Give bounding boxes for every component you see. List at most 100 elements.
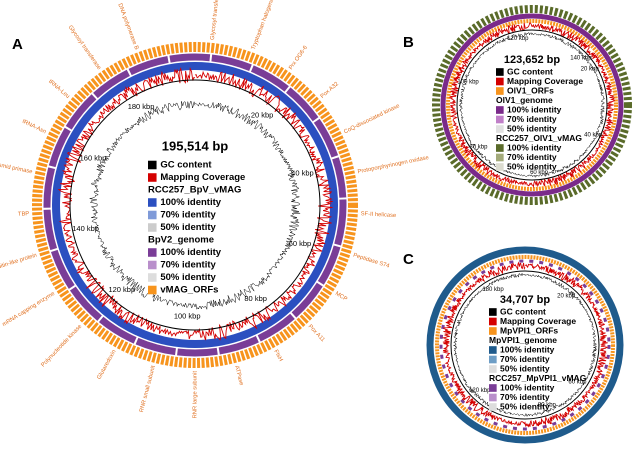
ring-track xyxy=(43,53,347,357)
ring-track xyxy=(426,246,624,444)
legend-label: 50% identity xyxy=(500,363,550,373)
tick-label: 180 kbp xyxy=(482,287,504,293)
gene-label: mRNA capping enzyme xyxy=(2,291,57,328)
legend-label: 100% identity xyxy=(507,104,562,114)
tick-label: 120 kbp xyxy=(108,285,135,294)
gene-label: RNR small subunit xyxy=(139,365,157,413)
tick-label: 160 kbp xyxy=(80,154,107,163)
legend-label: 100% identity xyxy=(160,197,221,208)
legend-heading: OlV1_genome xyxy=(496,95,553,105)
legend-label: GC content xyxy=(160,160,212,171)
legend-swatch xyxy=(496,144,504,152)
ring-track xyxy=(52,62,338,348)
legend-label: 50% identity xyxy=(507,161,557,171)
backbone xyxy=(450,270,600,420)
legend-heading: MpVPI1_genome xyxy=(489,335,557,345)
panel-label: A xyxy=(12,36,23,53)
legend-swatch xyxy=(496,87,504,95)
gene-label: DNA polymerase B xyxy=(116,3,139,51)
panel-label: B xyxy=(403,34,414,51)
legend-label: 70% identity xyxy=(160,260,216,271)
legend-swatch xyxy=(489,365,497,373)
legend-swatch xyxy=(148,273,157,282)
track xyxy=(458,31,606,179)
legend-swatch xyxy=(489,308,497,316)
legend-label: 70% identity xyxy=(500,392,550,402)
track xyxy=(448,22,615,189)
tick-label: 40 kbp xyxy=(584,132,603,138)
legend-swatch xyxy=(496,163,504,171)
tick-label: 180 kbp xyxy=(128,102,155,111)
tick-label: 140 kbp xyxy=(72,224,99,233)
tick-label: 60 kbp xyxy=(568,379,587,385)
legend-heading: RCC257_MpVPI1_vMAG xyxy=(489,373,587,383)
legend-heading: RCC257_OlV1_vMAG xyxy=(496,133,582,143)
gene-label: FtsH xyxy=(272,349,283,363)
tick-label: 100 kbp xyxy=(174,312,201,321)
legend-label: 70% identity xyxy=(507,114,557,124)
gene-label: Tryptophan halogenase xyxy=(251,0,278,51)
legend-label: 70% identity xyxy=(507,152,557,162)
ring-track xyxy=(439,259,611,431)
legend-label: Mapping Coverage xyxy=(500,316,576,326)
gene-label: Glycosyl transferase xyxy=(67,25,102,71)
gene-label: Polynucleotide kinase xyxy=(40,324,83,369)
legend-label: Mapping Coverage xyxy=(160,172,245,183)
backbone xyxy=(456,29,608,181)
gene-label: Phage plasmid primase xyxy=(0,157,33,175)
legend-label: MpVPI1_ORFs xyxy=(500,325,558,335)
ring-track xyxy=(440,13,624,197)
legend-label: 100% identity xyxy=(500,344,555,354)
legend-swatch xyxy=(496,125,504,133)
backbone xyxy=(69,79,321,331)
genome-size: 123,652 bp xyxy=(504,54,561,66)
tick-label: 20 kbp xyxy=(557,294,576,300)
legend-label: 50% identity xyxy=(160,222,216,233)
track xyxy=(89,100,301,310)
legend-heading: BpV2_genome xyxy=(148,235,214,246)
legend-swatch xyxy=(148,223,157,232)
tick-label: 60 kbp xyxy=(530,170,549,176)
legend-swatch xyxy=(489,403,497,411)
legend-label: 100% identity xyxy=(160,247,221,258)
gene-label: tRNA-Leu xyxy=(47,79,70,100)
genome-size: 195,514 bp xyxy=(162,138,229,153)
gene-label: TBP xyxy=(18,211,30,218)
legend-swatch xyxy=(489,327,497,335)
tick-label: 20 kbp xyxy=(581,67,600,73)
tick-label: 60 kbp xyxy=(289,239,312,248)
legend-swatch xyxy=(148,173,157,182)
legend-swatch xyxy=(496,106,504,114)
gene-label: Pox A11 xyxy=(307,324,326,343)
legend-label: 50% identity xyxy=(507,123,557,133)
ring-track xyxy=(32,42,358,368)
legend-swatch xyxy=(148,248,157,257)
legend-label: 50% identity xyxy=(160,272,216,283)
tick-label: 100 kbp xyxy=(457,79,479,85)
gene-label: Prx OG6-6 xyxy=(288,45,309,71)
gene-label: Peptidase S74 xyxy=(352,253,391,270)
legend-label: 100% identity xyxy=(507,142,562,152)
track xyxy=(452,272,598,417)
gene-label: CoQ-dissociated kinase xyxy=(343,103,401,135)
gene-label: SF-II helicase xyxy=(361,211,397,219)
legend-swatch xyxy=(489,346,497,354)
legend-swatch xyxy=(489,393,497,402)
tick-label: 40 kbp xyxy=(291,168,314,177)
legend-swatch xyxy=(148,260,157,270)
legend-swatch xyxy=(496,115,504,124)
gene-label: Glycosyl transferase xyxy=(210,0,221,40)
ring-track xyxy=(446,19,618,191)
gene-label: RNR large subunit xyxy=(193,371,199,419)
legend-label: vMAG_ORFs xyxy=(160,285,218,296)
legend-swatch xyxy=(148,285,157,295)
tick-label: 20 kbp xyxy=(251,110,274,119)
legend-label: 70% identity xyxy=(500,354,550,364)
tick-label: 80 kbp xyxy=(244,294,267,303)
ring-track xyxy=(435,255,615,435)
legend-swatch xyxy=(489,384,497,392)
legend-swatch xyxy=(496,77,504,86)
gene-label: Ubiquitin-like protein xyxy=(0,253,38,275)
track xyxy=(441,261,609,428)
